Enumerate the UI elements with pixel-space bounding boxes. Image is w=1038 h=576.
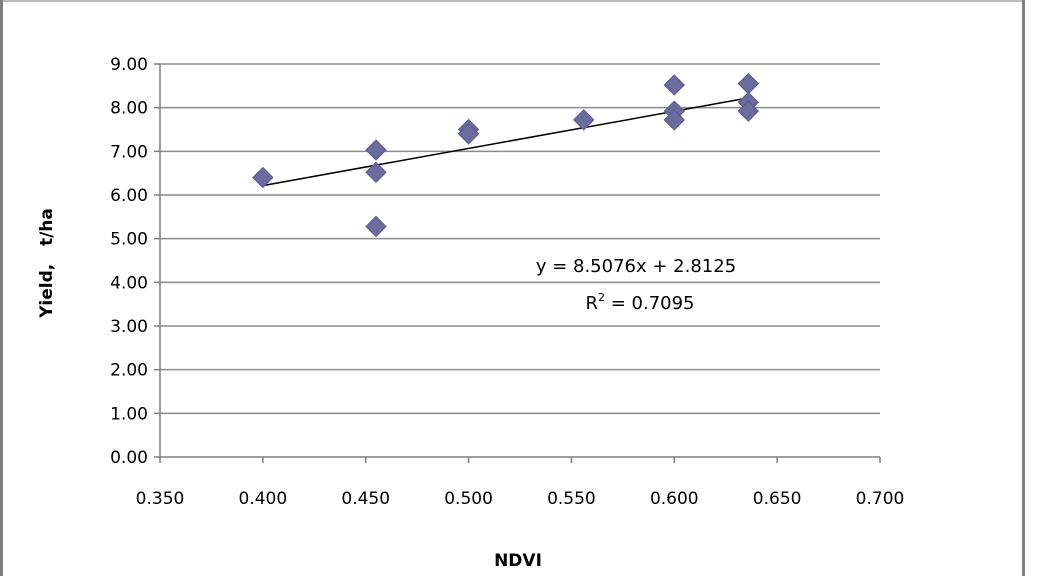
y-tick-label: 1.00 [110, 404, 148, 424]
y-tick-label: 3.00 [110, 317, 148, 337]
data-point-diamond [573, 109, 595, 131]
r-squared-superscript: 2 [598, 291, 605, 304]
axes [154, 63, 881, 463]
x-tick-label: 0.500 [444, 489, 493, 509]
data-point-diamond [737, 72, 760, 95]
x-tick-labels: 0.350 0.400 0.450 0.500 0.550 0.600 0.650 0.700 [136, 489, 905, 509]
x-axis-title: NDVI [494, 551, 542, 571]
data-point-diamond [365, 139, 387, 161]
y-tick-labels: 0.00 1.00 2.00 3.00 4.00 5.00 6.00 7.00 8.00 9.00 [110, 55, 148, 468]
chart-border-left [0, 0, 3, 576]
y-tick-label: 5.00 [110, 230, 148, 250]
chart-border-top [0, 0, 1025, 2]
data-point-diamond [365, 215, 387, 238]
x-tick-label: 0.700 [856, 489, 905, 509]
data-points [252, 72, 760, 238]
data-point-diamond [252, 166, 274, 189]
y-tick-label: 9.00 [110, 55, 148, 75]
x-tick-label: 0.550 [547, 489, 596, 509]
x-tick-label: 0.400 [239, 489, 288, 509]
trendline-equation: y = 8.5076x + 2.8125 [536, 256, 736, 277]
x-tick-label: 0.650 [753, 489, 802, 509]
y-tick-label: 2.00 [110, 361, 148, 381]
data-point-diamond [663, 109, 685, 131]
data-point-diamond [365, 161, 387, 184]
data-point-diamond [663, 74, 685, 96]
y-tick-label: 0.00 [110, 448, 148, 468]
x-tick-label: 0.600 [650, 489, 699, 509]
y-tick-label: 8.00 [110, 99, 148, 119]
x-tick-label: 0.350 [136, 489, 185, 509]
x-tick-label: 0.450 [341, 489, 390, 509]
data-point-diamond [457, 123, 480, 145]
r-squared-symbol: R [585, 293, 598, 314]
y-tick-label: 7.00 [110, 142, 148, 162]
r-squared-label: R2 = 0.7095 [585, 291, 694, 314]
r-squared-value: = 0.7095 [605, 293, 695, 314]
data-point-diamond [737, 100, 760, 122]
y-axis-title: Yield, t/ha [37, 208, 57, 319]
y-tick-label: 6.00 [110, 186, 148, 206]
y-tick-label: 4.00 [110, 273, 148, 293]
chart-border-right [1022, 0, 1025, 576]
grid-lines [160, 63, 880, 415]
